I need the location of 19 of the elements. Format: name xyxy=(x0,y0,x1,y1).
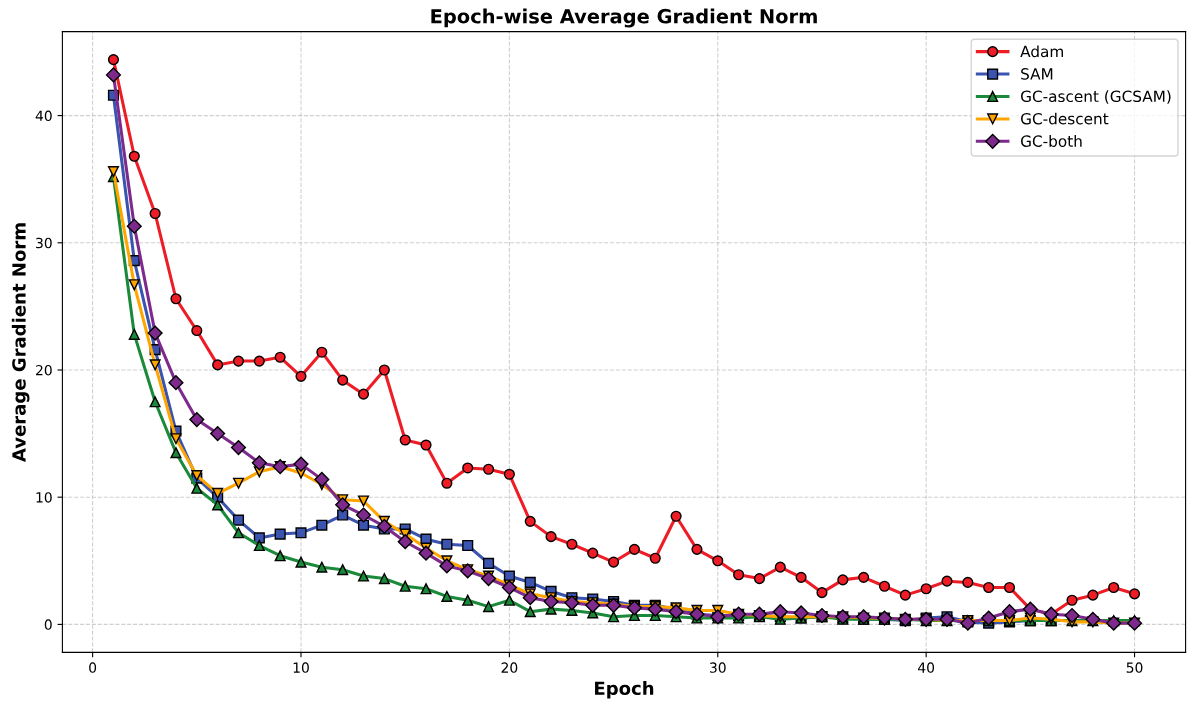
legend-label: GC-descent xyxy=(1020,112,1109,125)
legend-label: GC-both xyxy=(1020,135,1082,147)
x-axis-title: Epoch xyxy=(595,681,654,699)
x-tick-label: 50 xyxy=(1126,662,1143,673)
x-tick-label: 40 xyxy=(918,662,935,673)
x-tick-label: 10 xyxy=(293,662,309,673)
x-tick-label: 20 xyxy=(501,662,518,673)
chart-title: Epoch-wise Average Gradient Norm xyxy=(431,8,817,28)
legend-label: SAM xyxy=(1021,68,1053,80)
legend-label: Adam xyxy=(1020,45,1063,58)
y-tick-label: 0 xyxy=(44,619,52,630)
y-tick-label: 10 xyxy=(36,492,52,503)
y-tick-label: 20 xyxy=(36,364,52,376)
y-tick-label: 30 xyxy=(36,237,52,249)
y-tick-label: 40 xyxy=(35,110,52,122)
x-tick-label: 0 xyxy=(89,662,97,673)
x-tick-label: 30 xyxy=(710,662,726,673)
y-axis-title: Average Gradient Norm xyxy=(11,223,30,462)
legend-label: GC-ascent (GCSAM) xyxy=(1020,90,1171,104)
